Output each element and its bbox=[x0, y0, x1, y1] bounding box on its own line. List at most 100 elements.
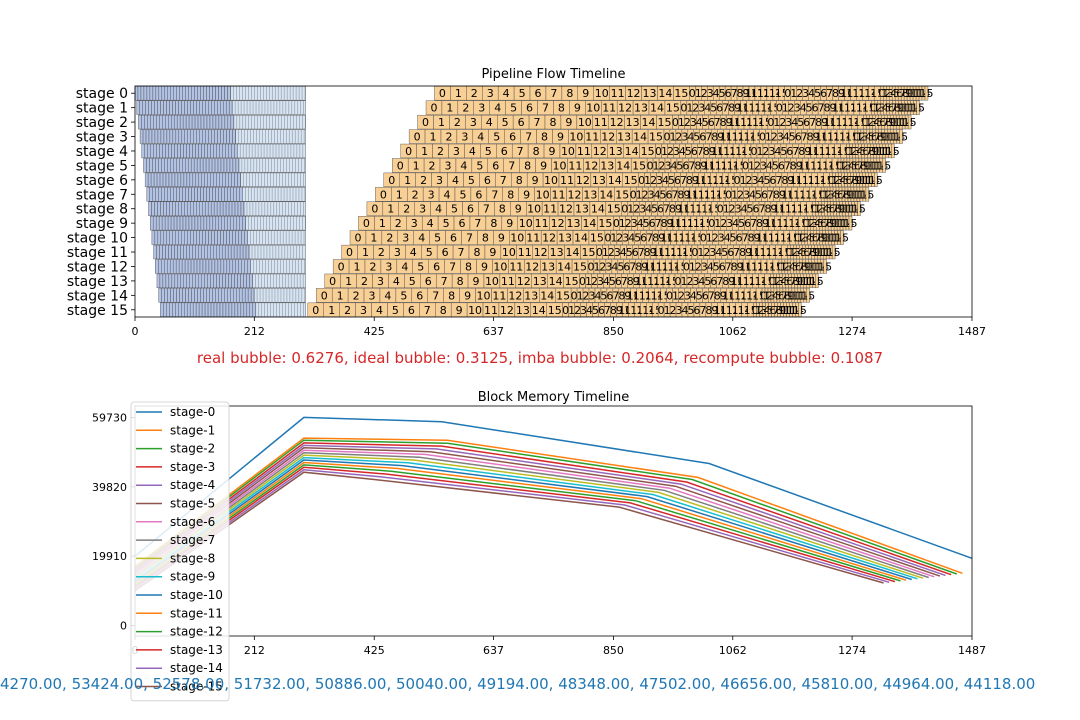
forward-block bbox=[178, 100, 182, 115]
forward-block bbox=[159, 143, 163, 159]
forward-block bbox=[211, 129, 215, 144]
backward-block-label: 5 bbox=[702, 116, 709, 129]
forward-block bbox=[151, 230, 156, 245]
backward-block-label: 12 bbox=[584, 159, 598, 172]
backward-block-label: 4 bbox=[791, 116, 798, 129]
forward-block bbox=[219, 273, 223, 289]
backward-block-label: 1 bbox=[438, 116, 445, 129]
forward-block bbox=[242, 216, 246, 231]
forward-block bbox=[212, 216, 217, 231]
forward-block bbox=[223, 100, 227, 115]
backward-block-label: 15 bbox=[598, 217, 612, 230]
backward-block-label: 13 bbox=[533, 275, 547, 288]
forward-block bbox=[193, 230, 197, 245]
forward-block bbox=[160, 230, 165, 245]
forward-block bbox=[222, 143, 226, 159]
backward-block-label: 6 bbox=[803, 116, 810, 129]
backward-block-label: 15 bbox=[666, 102, 680, 115]
forward-block bbox=[184, 129, 188, 144]
forward-block bbox=[149, 86, 154, 101]
forward-block bbox=[202, 201, 206, 216]
backward-block-label: 9 bbox=[506, 217, 513, 230]
backward-block-label: 15 bbox=[844, 217, 858, 230]
backward-block-label: 0 bbox=[346, 246, 353, 259]
forward-block bbox=[191, 86, 195, 101]
forward-block bbox=[227, 244, 232, 260]
forward-block bbox=[230, 216, 234, 231]
forward-block bbox=[186, 143, 190, 159]
forward-block bbox=[144, 143, 148, 159]
forward-block bbox=[168, 114, 172, 130]
forward-block bbox=[181, 100, 185, 115]
backward-block-label: 9 bbox=[574, 102, 581, 115]
forward-block bbox=[199, 259, 204, 274]
forward-block bbox=[203, 288, 207, 303]
forward-block bbox=[207, 201, 212, 216]
backward-block-label: 1 bbox=[379, 217, 386, 230]
forward-block bbox=[216, 244, 220, 260]
backward-block-label: 14 bbox=[633, 131, 647, 144]
forward-block bbox=[194, 187, 198, 202]
forward-block bbox=[213, 302, 218, 317]
backward-block-label: 7 bbox=[483, 203, 490, 216]
backward-block-label: 7 bbox=[466, 232, 473, 245]
backward-block-label: 13 bbox=[626, 116, 640, 129]
forward-block bbox=[188, 216, 193, 231]
forward-block bbox=[200, 187, 204, 202]
forward-block bbox=[211, 259, 216, 274]
backward-block-label: 14 bbox=[591, 203, 605, 216]
backward-block-label: 11 bbox=[501, 275, 515, 288]
forward-block bbox=[174, 244, 178, 260]
forward-block bbox=[210, 201, 215, 216]
forward-block bbox=[148, 201, 152, 216]
backward-block-label: 15 bbox=[632, 159, 646, 172]
forward-block bbox=[162, 114, 166, 130]
backward-block-label: 12 bbox=[517, 275, 531, 288]
forward-block bbox=[167, 187, 171, 202]
forward-block bbox=[165, 244, 169, 260]
recompute-block bbox=[243, 201, 306, 216]
forward-block bbox=[213, 273, 217, 289]
forward-block bbox=[239, 244, 244, 260]
forward-block bbox=[173, 158, 177, 173]
backward-block-label: 14 bbox=[616, 159, 630, 172]
forward-block bbox=[159, 172, 164, 187]
forward-block bbox=[216, 201, 221, 216]
backward-block-label: 14 bbox=[625, 145, 639, 158]
forward-block bbox=[217, 100, 221, 115]
forward-block bbox=[153, 244, 157, 260]
backward-block-label: 13 bbox=[634, 102, 648, 115]
backward-block-label: 3 bbox=[879, 102, 886, 115]
forward-block bbox=[155, 259, 159, 274]
backward-block-label: 6 bbox=[442, 246, 449, 259]
forward-block bbox=[139, 129, 144, 144]
backward-block-label: 7 bbox=[441, 275, 448, 288]
backward-block-label: 0 bbox=[312, 304, 319, 317]
backward-block-label: 4 bbox=[427, 217, 434, 230]
forward-block bbox=[204, 143, 208, 159]
forward-block bbox=[226, 129, 230, 144]
forward-block bbox=[222, 273, 226, 289]
backward-block-label: 12 bbox=[559, 203, 573, 216]
legend-label: stage-0 bbox=[170, 405, 215, 419]
forward-block bbox=[173, 187, 177, 202]
forward-block bbox=[173, 216, 178, 231]
forward-block bbox=[200, 86, 204, 101]
series-line bbox=[134, 442, 952, 576]
forward-block bbox=[146, 158, 150, 173]
backward-block-label: 6 bbox=[879, 116, 886, 129]
forward-block bbox=[148, 129, 153, 144]
backward-block-label: 5 bbox=[426, 246, 433, 259]
forward-block bbox=[231, 143, 235, 159]
forward-block bbox=[210, 273, 214, 289]
forward-block bbox=[236, 216, 240, 231]
backward-block-label: 3 bbox=[436, 174, 443, 187]
backward-block-label: 15 bbox=[877, 159, 891, 172]
backward-block-label: 15 bbox=[852, 203, 866, 216]
forward-block bbox=[205, 158, 210, 173]
forward-block bbox=[230, 288, 234, 303]
forward-block bbox=[227, 114, 232, 130]
forward-block bbox=[232, 230, 236, 245]
backward-block-label: 8 bbox=[902, 87, 909, 100]
